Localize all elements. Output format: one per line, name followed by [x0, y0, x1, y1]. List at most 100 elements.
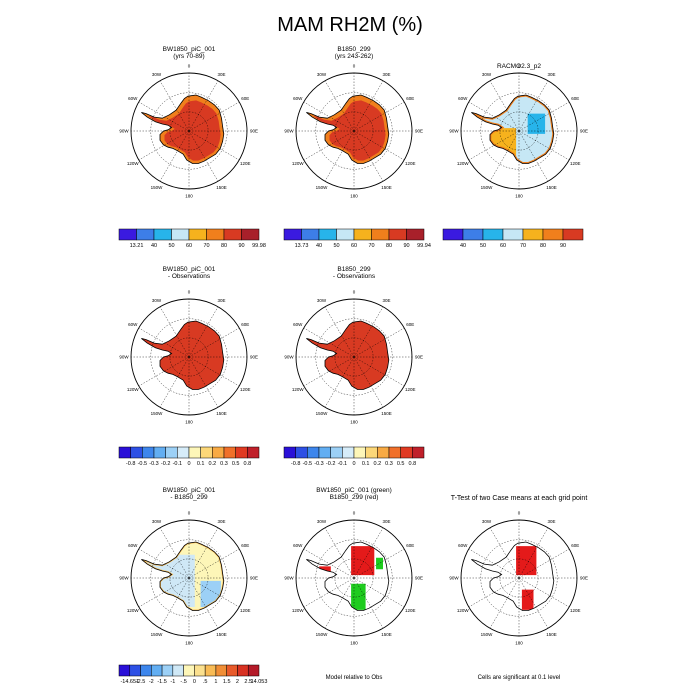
panel-title-line: - Observations — [167, 273, 211, 280]
colorbar-tick-label: 70 — [203, 243, 210, 249]
colorbar-swatch — [200, 446, 213, 459]
longitude-label: 150E — [546, 185, 557, 190]
longitude-label: 90E — [415, 576, 423, 581]
colorbar-tick-label: -0.8 — [125, 461, 136, 467]
colorbar-tick-label: 60 — [185, 243, 193, 249]
colorbar-swatch — [522, 228, 544, 241]
panel-title-line: (yrs 70-89) — [173, 53, 205, 60]
longitude-label: 60E — [571, 543, 579, 548]
meridian-line — [518, 130, 570, 161]
colorbar-swatch — [194, 664, 206, 677]
meridian-line — [353, 130, 384, 182]
map-p9: 0 30E 60E 90E 120E 150E 180 150W 120W 90W 60W 30W — [449, 511, 588, 646]
longitude-label: 60W — [458, 96, 468, 101]
meridian-line — [159, 80, 190, 132]
meridian-line — [303, 130, 355, 161]
longitude-label: 60E — [406, 322, 414, 327]
colorbar-swatch — [226, 664, 238, 677]
longitude-label: 150W — [316, 185, 329, 190]
colorbar-tick-label: -0.5 — [302, 461, 313, 467]
meridian-line — [303, 356, 355, 387]
longitude-label: 30W — [152, 298, 162, 303]
longitude-label: 90W — [119, 576, 129, 581]
meridian-line — [138, 130, 190, 161]
colorbar-tick-label: -0.2 — [325, 461, 336, 467]
longitude-label: 60W — [293, 543, 303, 548]
colorbar-tick-label: 40 — [315, 243, 323, 249]
colorbar-swatch — [336, 228, 355, 241]
continent-field — [319, 546, 383, 610]
longitude-label: 90E — [580, 129, 588, 134]
panel-title-line: BW1850_piC_001 — [162, 46, 216, 53]
latitude-circle — [315, 92, 393, 170]
longitude-label: 120E — [405, 161, 416, 166]
significant-cells — [516, 546, 537, 576]
colorbar-tick-label: -0.1 — [337, 461, 348, 467]
colorbar-tick-label: 50 — [168, 243, 175, 249]
coastline — [141, 94, 225, 164]
colorbar-swatch — [142, 446, 155, 459]
longitude-label: 0 — [188, 290, 191, 295]
colorbar-tick-label: .5 — [202, 679, 208, 685]
colorbar-tick-label: 0 — [187, 461, 191, 467]
continent-field — [306, 95, 389, 164]
panel-title-p8: BW1850_piC_001 (green) B1850_299 (red) — [269, 487, 439, 501]
longitude-label: 120W — [292, 608, 305, 613]
meridian-line — [188, 548, 240, 579]
longitude-label: 90E — [580, 576, 588, 581]
colorbar-swatch — [371, 228, 390, 241]
longitude-label: 150W — [151, 411, 164, 416]
longitude-label: 150W — [481, 632, 494, 637]
meridian-line — [303, 548, 355, 579]
colorbar-tick-label: 99.94 — [417, 243, 431, 249]
longitude-label: 90W — [284, 576, 294, 581]
meridian-line — [159, 130, 190, 182]
meridian-line — [138, 577, 190, 608]
colorbar-swatch — [388, 446, 401, 459]
longitude-label: 0 — [353, 64, 356, 69]
longitude-label: 60W — [128, 96, 138, 101]
colorbar-swatch — [247, 664, 260, 677]
latitude-circle — [315, 318, 393, 396]
colorbar-swatch — [342, 446, 355, 459]
meridian-line — [188, 327, 240, 358]
colorbar-tick-label: 0.8 — [408, 461, 417, 467]
longitude-label: 150W — [151, 632, 164, 637]
longitude-label: 150W — [151, 185, 164, 190]
longitude-label: 30W — [317, 519, 327, 524]
panel-title-p4: BW1850_piC_001- Observations — [104, 266, 274, 280]
panel-title-line: B1850_299 — [337, 266, 371, 273]
colorbar-tick-label: 0 — [352, 461, 356, 467]
colorbar-swatch — [183, 664, 195, 677]
meridian-line — [188, 577, 219, 629]
longitude-label: 150W — [316, 411, 329, 416]
colorbar-swatch — [165, 446, 178, 459]
colorbar-swatch — [542, 228, 564, 241]
meridian-line — [489, 130, 520, 182]
longitude-label: 30E — [547, 72, 555, 77]
colorbar-swatch — [247, 446, 260, 459]
significant-green — [351, 583, 366, 610]
significant-green — [376, 557, 383, 570]
longitude-label: 60E — [241, 543, 249, 548]
colorbar-tick-label: 0.2 — [208, 461, 217, 467]
coastline — [306, 94, 390, 164]
colorbar-tick-label: -0.1 — [172, 461, 183, 467]
colorbar-swatch — [301, 228, 320, 241]
colorbar-swatch — [235, 446, 248, 459]
longitude-label: 30E — [382, 298, 390, 303]
longitude-label: 120E — [570, 608, 581, 613]
colorbar-swatch — [215, 664, 227, 677]
longitude-label: 150E — [381, 411, 392, 416]
colorbar-swatch — [562, 228, 584, 241]
colorbar-swatch — [188, 228, 207, 241]
meridian-line — [353, 577, 384, 629]
colorbar-tick-label: -0.3 — [314, 461, 324, 467]
colorbar-tick-label: 80 — [539, 243, 547, 249]
meridian-line — [188, 101, 240, 132]
panel-title-line: - Observations — [332, 273, 376, 280]
meridian-line — [159, 356, 190, 408]
interior-field — [141, 321, 224, 390]
longitude-label: 0 — [188, 64, 191, 69]
colorbar-swatch — [161, 664, 174, 677]
